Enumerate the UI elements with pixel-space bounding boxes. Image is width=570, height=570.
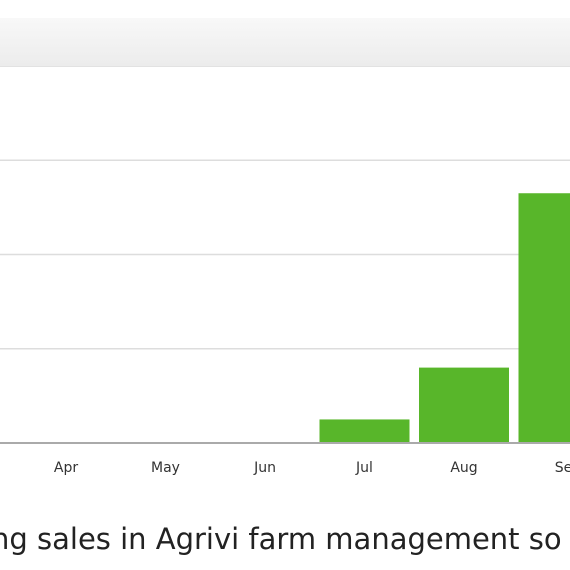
bar-jul <box>319 419 410 443</box>
x-tick-label: Jun <box>253 460 276 476</box>
page-caption: ng sales in Agrivi farm management so <box>0 522 562 556</box>
sales-bar-chart: Apr May Jun Jul Aug Se <box>0 159 570 476</box>
bar-se <box>518 193 570 443</box>
chart-header-bar <box>0 18 570 67</box>
x-tick-label: Jul <box>355 460 373 476</box>
bar-aug <box>419 367 509 443</box>
x-tick-label: May <box>151 460 180 476</box>
x-tick-label: Se <box>555 460 570 476</box>
x-tick-label: Aug <box>450 460 477 476</box>
x-tick-label: Apr <box>54 460 78 476</box>
